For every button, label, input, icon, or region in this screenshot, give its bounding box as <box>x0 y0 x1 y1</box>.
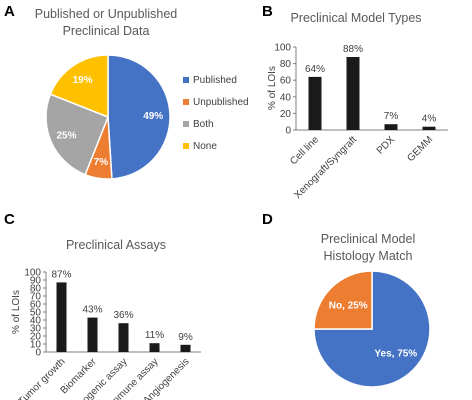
panel-b-category-label-pdx: PDX <box>375 134 398 157</box>
panel-a-legend-swatch-unpublished <box>183 99 189 105</box>
panel-a-slices: 49% 7% 25% 19% <box>45 54 171 180</box>
panel-d-title-line-2: Histology Match <box>324 249 413 263</box>
panel-c-bar-chart: Preclinical Assays % of LOIs 01020304050… <box>11 238 201 400</box>
panel-c-bar-clonogenic-assay <box>118 323 129 352</box>
panel-c-data-label-angiogenesis: 9% <box>178 332 193 343</box>
panel-d-slice-label-yes: Yes, 75% <box>374 348 417 359</box>
panel-b-bar-gemm <box>422 126 436 130</box>
panel-a-legend: Published Unpublished Both None <box>183 75 249 152</box>
panel-a-slice-published <box>107 54 171 180</box>
panel-a-slice-label-none: 19% <box>73 75 93 86</box>
panel-a-legend-swatch-published <box>183 77 189 83</box>
panel-c-y-tick-label: 100 <box>24 268 41 279</box>
panel-c-bar-tumor-growth <box>56 282 67 352</box>
panel-a-legend-swatch-none <box>183 143 189 149</box>
panel-a-slice-none <box>49 54 109 119</box>
panel-b-data-label-gemm: 4% <box>422 114 437 125</box>
panel-label-a: A <box>4 3 15 20</box>
panel-b-data-label-pdx: 7% <box>384 111 399 122</box>
panel-b-y-tick-label: 20 <box>280 109 292 120</box>
panel-b-bar-chart: Preclinical Model Types % of LOIs 0 20 40 6… <box>267 11 448 201</box>
panel-a-title-line-1: Published or Unpublished <box>35 7 178 21</box>
panel-a-slice-label-both: 25% <box>56 131 76 142</box>
panel-c-y-tick-label: 0 <box>35 348 41 359</box>
panel-a-slice-label-unpublished: 7% <box>94 157 109 168</box>
panel-b-y-tick-label: 0 <box>285 126 291 137</box>
panel-label-d: D <box>262 211 273 228</box>
panel-b-y-tick-label: 80 <box>280 59 292 70</box>
panel-b-y-axis-label: % of LOIs <box>267 66 278 110</box>
panel-d-title-line-1: Preclinical Model <box>321 232 415 246</box>
panel-b-title: Preclinical Model Types <box>290 11 421 25</box>
panel-c-data-label-clonogenic-assay: 36% <box>113 310 133 321</box>
panel-c-y-tick-label: 80 <box>30 284 42 295</box>
panel-label-c: C <box>4 211 15 228</box>
panel-d-slice-label-no: No, 25% <box>329 301 368 312</box>
panel-a-slice-label-published: 49% <box>143 111 163 122</box>
panel-d-slices: Yes, 75% No, 25% <box>313 270 431 388</box>
panel-b-bar-xenograft-syngraft <box>346 57 360 130</box>
panel-b-bar-cell-line <box>308 76 322 130</box>
panel-c-data-label-biomarker: 43% <box>82 305 102 316</box>
panel-b-y-tick-label: 60 <box>280 76 292 87</box>
panel-c-category-label-tumor-growth: Tumor growth <box>16 356 67 400</box>
panel-b-category-label-cell-line: Cell line <box>288 134 321 167</box>
panel-c-data-label-immune-assay: 11% <box>145 330 164 341</box>
panel-c-bar-biomarker <box>87 317 98 352</box>
panel-a-legend-label-published: Published <box>193 75 237 86</box>
panel-a-pie-chart: Published or Unpublished Preclinical Dat… <box>35 7 249 180</box>
panel-d-slice-yes <box>313 270 431 388</box>
panel-a-legend-label-both: Both <box>193 119 214 130</box>
panel-c-y-tick-label: 60 <box>30 300 42 311</box>
panel-c-y-tick-label: 30 <box>30 324 42 335</box>
panel-a-slice-both <box>45 93 109 176</box>
panel-c-y-tick-label: 10 <box>30 340 42 351</box>
panel-c-title: Preclinical Assays <box>66 238 166 252</box>
panel-b-y-tick-label: 100 <box>274 43 291 54</box>
panel-label-b: B <box>262 3 273 20</box>
panel-b-category-label-gemm: GEMM <box>405 134 435 164</box>
panel-a-title-line-2: Preclinical Data <box>63 24 150 38</box>
panel-d-slice-no <box>313 270 373 330</box>
panel-c-data-label-tumor-growth: 87% <box>51 269 71 280</box>
panel-c-y-tick-label: 70 <box>30 292 42 303</box>
panel-b-data-label-xenograft-syngraft: 88% <box>343 44 363 55</box>
panel-b-bar-pdx <box>384 124 398 130</box>
panel-a-legend-label-none: None <box>193 141 217 152</box>
panel-c-y-tick-label: 90 <box>30 276 42 287</box>
panel-d-pie-chart: Preclinical Model Histology Match Yes, 7… <box>313 232 431 388</box>
panel-c-bar-angiogenesis <box>180 344 191 352</box>
panel-a-legend-swatch-both <box>183 121 189 127</box>
panel-c-y-axis-label: % of LOIs <box>11 290 22 334</box>
panel-c-bar-immune-assay <box>149 343 160 352</box>
panel-b-y-tick-label: 40 <box>280 92 292 103</box>
panel-a-legend-label-unpublished: Unpublished <box>193 97 249 108</box>
panel-c-y-tick-label: 40 <box>30 316 42 327</box>
panel-c-y-tick-label: 50 <box>30 308 42 319</box>
panel-b-data-label-cell-line: 64% <box>305 64 325 75</box>
panel-c-y-tick-label: 20 <box>30 332 42 343</box>
